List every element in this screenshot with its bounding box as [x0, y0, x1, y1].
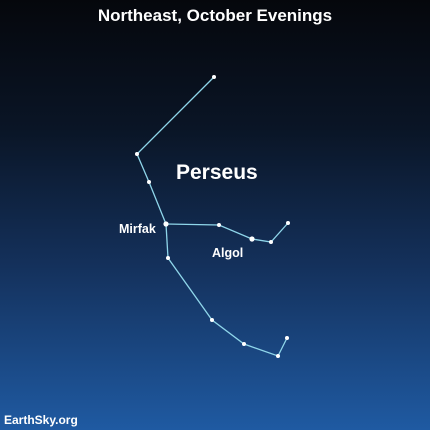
star [242, 342, 246, 346]
mirfak-star [163, 221, 169, 227]
constellation-lines [136, 76, 289, 357]
algol-label: Algol [212, 246, 243, 260]
chart-title: Northeast, October Evenings [97, 6, 333, 25]
star [217, 223, 221, 227]
stars [135, 75, 290, 358]
upper-branch-line [136, 76, 215, 225]
star [166, 256, 170, 260]
star [286, 221, 290, 225]
star [212, 75, 216, 79]
star [269, 240, 273, 244]
star [135, 152, 139, 156]
star [285, 336, 289, 340]
constellation-label: Perseus [176, 161, 258, 184]
source-credit: EarthSky.org [4, 413, 78, 427]
mirfak-label: Mirfak [119, 222, 156, 236]
star [210, 318, 214, 322]
algol-star [249, 236, 255, 242]
algol-branch-line [165, 222, 289, 243]
lower-branch-line [165, 223, 288, 357]
star [276, 354, 280, 358]
star [147, 180, 151, 184]
